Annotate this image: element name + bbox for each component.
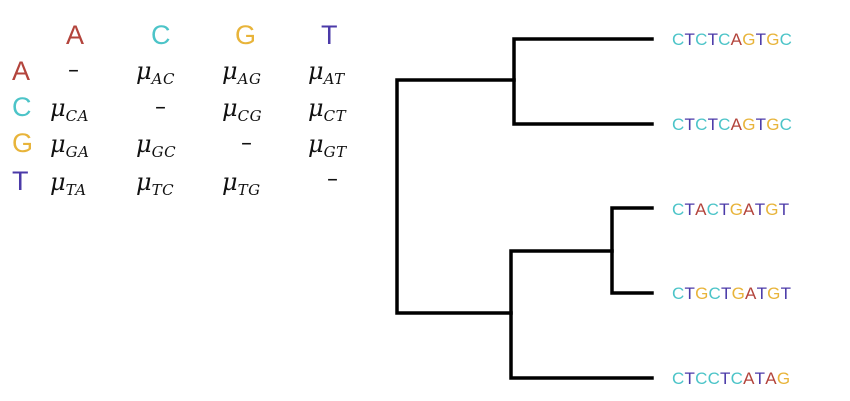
leaf-sequence-4: CTGCTGATGT [672, 285, 791, 303]
nucleotide-letter: T [684, 369, 696, 388]
nucleotide-letter: G [695, 284, 709, 303]
tree-clade-lower [509, 249, 654, 380]
matrix-column-header: G [235, 20, 257, 50]
leaf-sequence-1: CTCTCAGTGC [672, 31, 792, 49]
nucleotide-letter: C [730, 369, 744, 388]
nucleotide-letter: C [672, 284, 685, 303]
nucleotide-letter: C [779, 115, 793, 134]
nucleotide-letter: G [765, 200, 779, 219]
nucleotide-letter: C [706, 200, 720, 219]
nucleotide-letter: T [684, 284, 696, 303]
nucleotide-letter: C [718, 115, 731, 134]
matrix-column-header: C [151, 20, 171, 50]
nucleotide-letter: C [695, 369, 708, 388]
nucleotide-letter: T [707, 115, 719, 134]
leaf-sequence-5: CTCCTCATAG [672, 370, 790, 388]
nucleotide-letter: T [755, 30, 767, 49]
nucleotide-letter: T [684, 200, 696, 219]
nucleotide-letter: G [731, 284, 746, 303]
leaf-sequence-2: CTCTCAGTGC [672, 116, 792, 134]
nucleotide-letter: T [719, 200, 730, 219]
nucleotide-letter: G [766, 30, 780, 49]
nucleotide-letter: C [695, 115, 708, 134]
nucleotide-letter: T [780, 284, 792, 303]
matrix-cell-rate: μTG [222, 168, 261, 199]
matrix-cell-rate: μAG [222, 57, 262, 88]
matrix-cell-rate: μAT [308, 57, 345, 88]
nucleotide-letter: G [742, 115, 756, 134]
nucleotide-letter: T [756, 284, 768, 303]
matrix-row-header: G [12, 128, 34, 158]
nucleotide-letter: T [684, 115, 696, 134]
matrix-column-header: T [321, 20, 338, 50]
nucleotide-letter: C [718, 30, 731, 49]
matrix-cell-rate: μGT [308, 130, 347, 161]
matrix-cell-rate: μCA [50, 94, 89, 125]
substitution-rate-matrix: A C G T A C G T – μAC μAG μAT μCA – μCG … [0, 0, 380, 210]
nucleotide-letter: C [672, 115, 685, 134]
nucleotide-letter: A [765, 369, 777, 388]
matrix-cell-rate: μTC [136, 168, 175, 199]
matrix-row-header: A [12, 56, 31, 86]
nucleotide-letter: T [721, 284, 732, 303]
nucleotide-letter: T [755, 115, 767, 134]
nucleotide-letter: C [707, 369, 721, 388]
tree-root-branch [395, 78, 516, 315]
nucleotide-letter: G [742, 30, 756, 49]
matrix-cell-rate: μGA [50, 130, 90, 161]
nucleotide-letter: A [743, 200, 755, 219]
nucleotide-letter: C [672, 369, 685, 388]
nucleotide-letter: T [754, 369, 766, 388]
nucleotide-letter: A [695, 200, 707, 219]
nucleotide-letter: C [779, 30, 793, 49]
matrix-column-header: A [66, 20, 85, 50]
nucleotide-letter: A [745, 284, 757, 303]
matrix-cell-rate: μCT [308, 94, 347, 125]
matrix-cell-dash: – [327, 167, 338, 192]
nucleotide-letter: C [672, 30, 685, 49]
leaf-sequence-3: CTACTGATGT [672, 201, 789, 219]
tree-clade-upper [512, 37, 654, 126]
nucleotide-letter: G [767, 284, 781, 303]
nucleotide-letter: T [684, 30, 696, 49]
nucleotide-letter: C [708, 284, 721, 303]
matrix-row-header: T [12, 166, 29, 196]
nucleotide-letter: A [730, 115, 743, 134]
nucleotide-letter: T [707, 30, 719, 49]
nucleotide-letter: C [672, 200, 685, 219]
nucleotide-letter: T [778, 200, 790, 219]
nucleotide-letter: C [695, 30, 708, 49]
matrix-cell-dash: – [68, 58, 79, 83]
tree-clade-inner [610, 206, 654, 295]
nucleotide-letter: G [729, 200, 744, 219]
nucleotide-letter: T [754, 200, 766, 219]
matrix-cell-rate: μAC [136, 57, 175, 88]
nucleotide-letter: G [776, 369, 791, 388]
nucleotide-letter: T [720, 369, 731, 388]
matrix-cell-rate: μTA [50, 168, 87, 199]
nucleotide-letter: A [743, 369, 755, 388]
matrix-row-header: C [12, 92, 32, 122]
matrix-cell-dash: – [241, 131, 252, 156]
nucleotide-letter: A [730, 30, 743, 49]
matrix-cell-rate: μCG [222, 94, 263, 125]
matrix-cell-rate: μGC [136, 130, 177, 161]
nucleotide-letter: G [766, 115, 780, 134]
matrix-cell-dash: – [155, 95, 166, 120]
